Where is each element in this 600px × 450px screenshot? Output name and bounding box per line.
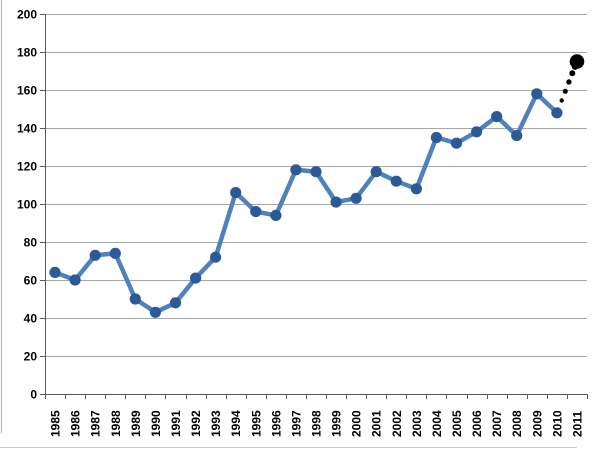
data-point-marker [410,183,422,195]
y-axis-tick-label: 180 [17,46,37,60]
y-axis-tick-label: 60 [24,274,38,288]
y-axis-tick-label: 120 [17,160,37,174]
data-point-marker [169,297,182,309]
projection-end-marker [569,54,585,69]
data-point-marker [290,164,302,176]
data-point-marker [430,131,442,144]
data-point-marker [491,111,503,123]
x-axis-tick-label: 1989 [129,410,143,437]
x-axis-tick-label: 1985 [49,410,63,437]
projection-dot [569,70,576,77]
data-point-marker [89,249,101,261]
x-axis-tick-label: 1997 [289,410,303,437]
x-axis-tick-label: 2011 [570,411,584,437]
y-axis-tick-label: 0 [30,388,37,402]
data-point-marker [350,192,362,204]
data-point-marker [390,175,402,187]
x-axis-tick-label: 2006 [470,410,484,437]
x-axis-tick-label: 2001 [370,410,384,437]
y-axis-tick-label: 160 [17,84,37,98]
x-axis-tick-label: 1988 [109,410,123,437]
data-point-marker [531,88,543,100]
y-axis-tick-label: 80 [24,236,38,250]
y-axis-tick-label: 140 [17,122,37,136]
data-point-marker [270,209,282,221]
data-point-marker [49,266,61,278]
data-point-marker [511,130,523,142]
data-point-marker [129,293,141,305]
x-axis-tick-label: 1995 [249,410,263,437]
data-point-marker [370,166,382,178]
series-line-historical [52,91,560,315]
x-axis-tick-label: 2002 [390,410,404,437]
data-point-marker [190,272,202,284]
data-point-marker [210,251,222,263]
x-axis-tick-label: 2010 [550,410,564,437]
x-axis-tick-label: 2000 [350,410,364,437]
x-axis-tick-label: 1986 [69,410,83,437]
x-axis-tick-label: 1987 [89,410,103,437]
y-axis-tick-label: 200 [17,8,37,22]
x-axis-tick-label: 1990 [149,410,163,437]
x-axis-tick-label: 2007 [490,410,504,437]
data-point-marker [230,187,242,199]
x-axis-tick-label: 2004 [430,410,444,437]
data-point-marker [330,196,342,208]
data-point-marker [310,166,322,178]
y-axis-tick-label: 40 [24,312,38,326]
data-point-marker [250,206,262,218]
data-point-marker [450,137,463,149]
data-point-marker [69,274,81,286]
projection-dot [562,88,568,94]
y-axis-tick-label: 20 [24,350,38,364]
projection-dot [559,98,564,103]
x-axis-tick-label: 1991 [169,410,183,437]
x-axis-tick-label: 1993 [209,410,223,437]
data-point-marker [551,107,563,119]
data-point-marker [109,247,121,259]
x-axis-tick-label: 2003 [410,410,424,437]
data-point-marker [471,126,483,138]
y-axis-tick-label: 100 [17,198,37,212]
data-point-marker [149,306,161,318]
x-axis-tick-label: 1992 [189,410,203,437]
x-axis-tick-label: 2009 [530,410,544,437]
x-axis-tick-label: 1998 [310,410,324,437]
x-axis-tick-label: 1994 [229,410,243,437]
projection-dot [566,79,572,85]
x-axis-tick-label: 2005 [450,410,464,437]
x-axis-tick-label: 2008 [510,410,524,437]
x-axis-tick-label: 1996 [269,410,283,437]
x-axis-tick-label: 1999 [330,410,344,437]
